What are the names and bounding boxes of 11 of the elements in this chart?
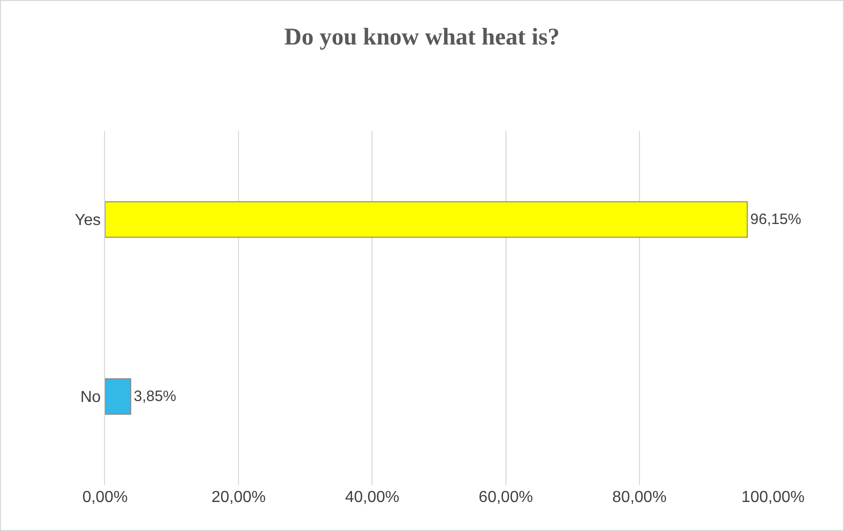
y-tick-label: No	[80, 389, 101, 406]
x-tick-label: 20,00%	[211, 489, 266, 506]
data-label: 96,15%	[750, 211, 802, 228]
x-tick-label: 40,00%	[345, 489, 400, 506]
x-tick-label: 60,00%	[478, 489, 533, 506]
x-tick-label: 100,00%	[741, 489, 805, 506]
x-tick-label: 80,00%	[612, 489, 667, 506]
data-label: 3,85%	[134, 388, 176, 405]
chart-title: Do you know what heat is?	[284, 24, 560, 50]
x-tick-label: 0,00%	[82, 489, 128, 506]
y-tick-label: Yes	[74, 212, 101, 230]
